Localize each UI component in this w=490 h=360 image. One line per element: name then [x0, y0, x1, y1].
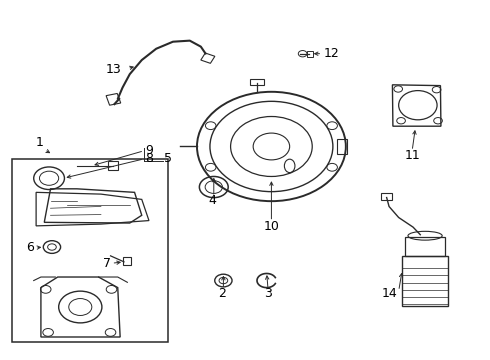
Text: 1: 1: [36, 136, 44, 149]
Bar: [122, 257, 131, 265]
Bar: [12, 159, 168, 342]
Bar: [201, 53, 215, 63]
Bar: [307, 51, 313, 57]
Bar: [405, 237, 445, 256]
Text: 6: 6: [26, 241, 34, 254]
Text: 5: 5: [164, 152, 172, 165]
Text: 8: 8: [145, 152, 153, 165]
Bar: [337, 139, 347, 154]
Text: 2: 2: [218, 287, 226, 300]
Text: 7: 7: [102, 257, 111, 270]
Bar: [106, 94, 121, 105]
Text: 11: 11: [404, 149, 420, 162]
Text: 14: 14: [382, 287, 398, 300]
Bar: [402, 256, 448, 306]
Bar: [250, 79, 264, 85]
Text: 13: 13: [106, 63, 122, 76]
Text: 3: 3: [264, 287, 272, 300]
Text: 4: 4: [208, 194, 216, 207]
Bar: [381, 193, 392, 199]
Bar: [108, 161, 118, 171]
Text: 9: 9: [145, 144, 153, 157]
Text: 12: 12: [323, 47, 339, 60]
Text: 10: 10: [264, 220, 279, 233]
